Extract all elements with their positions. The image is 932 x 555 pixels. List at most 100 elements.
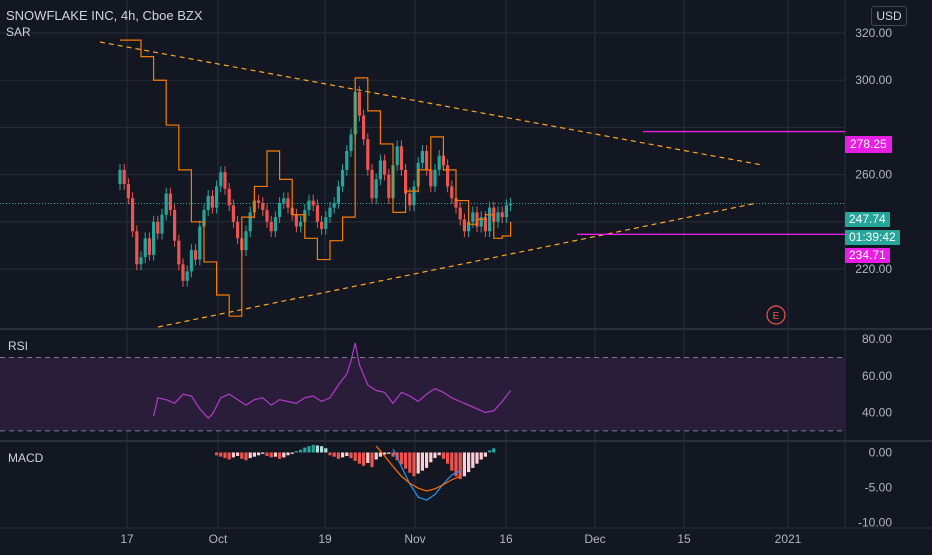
candle [210, 195, 214, 208]
macd-line[interactable] [392, 448, 461, 501]
macd-histogram-bar [219, 452, 223, 457]
macd-histogram-bar [240, 452, 244, 459]
macd-histogram-bar [236, 452, 240, 456]
rsi-line[interactable] [153, 342, 512, 419]
candle [446, 165, 450, 187]
macd-histogram-bar [324, 448, 328, 453]
candle [374, 179, 378, 199]
currency-button[interactable]: USD [871, 6, 907, 26]
macd-histogram-bar [332, 452, 336, 457]
rsi-tick-label: 40.00 [862, 406, 892, 420]
macd-signal-line[interactable] [375, 445, 461, 492]
macd-histogram-bar [257, 452, 261, 456]
candle [261, 202, 265, 211]
macd-histogram-bar [362, 452, 366, 466]
macd-histogram-bar [450, 452, 454, 471]
candle [433, 169, 437, 187]
candle [345, 151, 349, 170]
candle [378, 160, 382, 180]
candle [286, 198, 290, 208]
candle [122, 169, 126, 185]
macd-histogram-bar [488, 450, 492, 453]
symbol-title: SNOWFLAKE INC, 4h, Cboe BZX [6, 8, 203, 23]
x-tick-label: 15 [677, 532, 691, 546]
candle [462, 219, 466, 232]
candle [269, 221, 273, 232]
candle [479, 217, 483, 227]
upper-trendline[interactable] [99, 41, 763, 166]
candle [307, 200, 311, 211]
sar-line[interactable] [120, 39, 512, 317]
candle [387, 174, 391, 199]
macd-histogram-bar [429, 452, 433, 463]
candle [315, 205, 319, 222]
candle [126, 184, 130, 199]
macd-histogram-bar [425, 452, 429, 468]
macd-histogram-bar [265, 452, 269, 456]
candle [135, 231, 139, 265]
macd-histogram-bar [353, 452, 357, 461]
bar-countdown-tag: 01:39:42 [845, 230, 900, 245]
sar-indicator-label[interactable]: SAR [6, 25, 31, 39]
macd-histogram-bar [320, 446, 324, 453]
current-price-tag: 247.74 [845, 212, 890, 227]
macd-histogram-bar [454, 452, 458, 477]
candle [294, 214, 298, 227]
candle [219, 172, 223, 187]
macd-histogram-bar [248, 452, 252, 459]
candle [404, 169, 408, 194]
macd-histogram-bar [446, 452, 450, 464]
rsi-title: RSI [8, 339, 28, 353]
candle [357, 92, 361, 116]
price-tick-label: 300.00 [855, 73, 892, 87]
candle [299, 221, 303, 227]
macd-histogram-bar [471, 452, 475, 468]
price-tick-label: 260.00 [855, 168, 892, 182]
macd-histogram-bar [223, 452, 227, 459]
macd-histogram-bar [282, 452, 286, 458]
candle [194, 250, 198, 260]
macd-histogram-bar [462, 452, 466, 477]
rsi-tick-label: 60.00 [862, 369, 892, 383]
lower-trendline[interactable] [157, 202, 758, 328]
candle [349, 134, 353, 152]
candle [248, 212, 252, 232]
candle [336, 186, 340, 203]
macd-histogram-bar [273, 452, 277, 457]
candle [131, 198, 135, 232]
macd-histogram-bar [286, 452, 290, 456]
macd-histogram-bar [315, 445, 319, 453]
macd-title: MACD [8, 451, 44, 465]
macd-histogram-bar [299, 449, 303, 453]
candle [236, 221, 240, 239]
earnings-marker-label: E [773, 311, 780, 322]
rsi-tick-label: 80.00 [862, 332, 892, 346]
candle [467, 221, 471, 232]
candle [143, 238, 147, 258]
macd-histogram-bar [341, 452, 345, 458]
candle [370, 169, 374, 199]
candle [328, 207, 332, 218]
macd-histogram-bar [345, 452, 349, 456]
macd-histogram-bar [458, 452, 462, 480]
candle [173, 210, 177, 241]
earnings-marker[interactable] [766, 305, 786, 325]
candle [177, 240, 181, 265]
candle [395, 146, 399, 166]
macd-histogram-bar [437, 452, 441, 456]
candle [202, 210, 206, 227]
macd-histogram-bar [492, 448, 496, 453]
lower-level-tag: 234.71 [845, 248, 890, 263]
x-tick-label: Oct [209, 532, 228, 546]
candle [156, 221, 160, 234]
macd-histogram-bar [383, 452, 387, 455]
macd-histogram-bar [290, 452, 294, 454]
candle [160, 214, 164, 234]
candle [324, 217, 328, 229]
candle [483, 217, 487, 232]
macd-histogram-bar [467, 452, 471, 473]
macd-histogram-bar [483, 452, 487, 457]
candle [185, 271, 189, 281]
